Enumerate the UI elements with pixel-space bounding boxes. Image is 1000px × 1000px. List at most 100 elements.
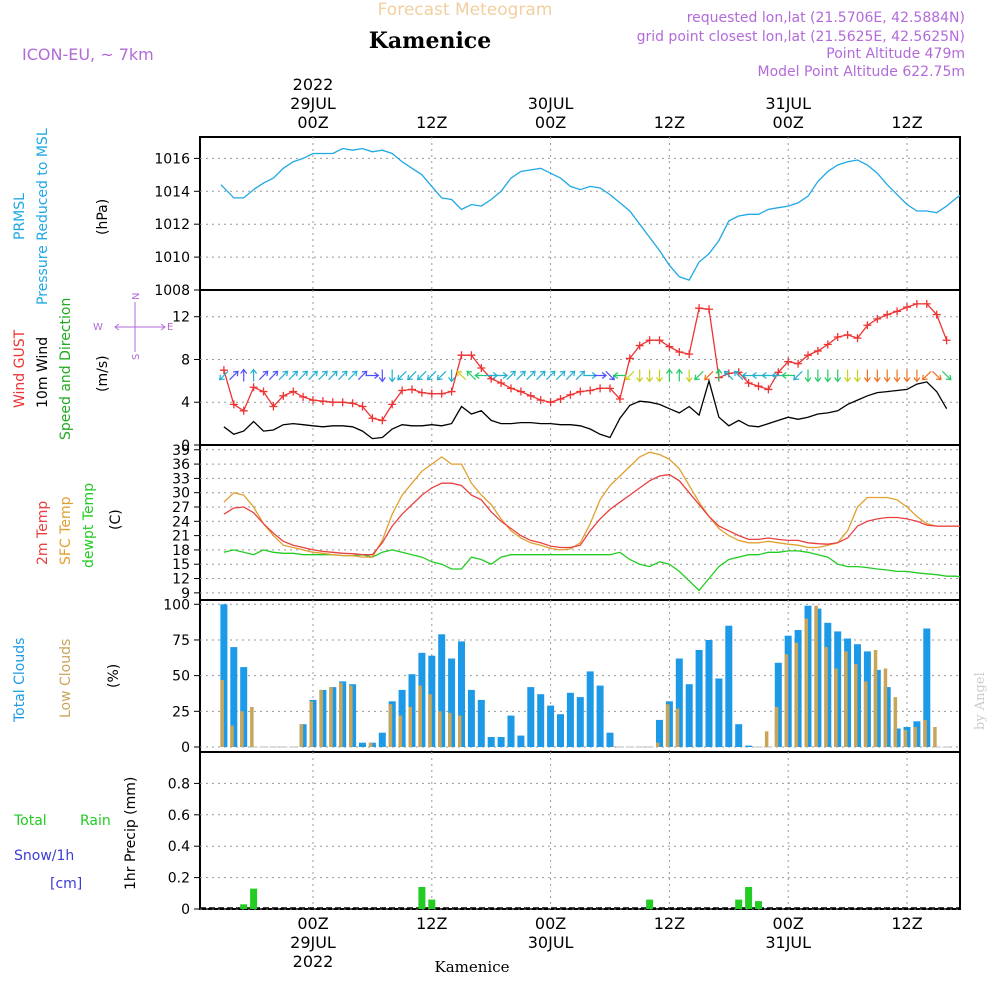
low-cloud-bar xyxy=(230,725,234,747)
gust-marker xyxy=(566,390,575,399)
rain-bar xyxy=(250,888,258,909)
bottom-time-label: 00Z xyxy=(535,914,566,933)
low-cloud-bar xyxy=(299,724,304,747)
pressure-panel-labels: PRMSL Pressure Reduced to MSL (hPa) xyxy=(12,128,111,305)
gust-marker xyxy=(467,351,476,360)
pressure-ytick-label: 1008 xyxy=(154,283,190,299)
gust-marker xyxy=(408,385,416,394)
total-cloud-bar xyxy=(576,697,584,748)
low-cloud-bar xyxy=(893,697,898,748)
low-cloud-bar xyxy=(923,719,927,747)
tsfc-label: SFC Temp xyxy=(58,496,74,565)
gust-marker xyxy=(318,397,327,406)
gust-marker xyxy=(675,348,684,356)
requested-coords: requested lon,lat (21.5706E, 42.5884N) xyxy=(687,10,965,26)
low-cloud-bar xyxy=(428,694,432,747)
wind-direction-arrow xyxy=(565,370,576,381)
pressure-series xyxy=(220,147,960,281)
gust-marker xyxy=(606,384,614,393)
wind-direction-arrow xyxy=(229,370,239,381)
wind-direction-arrow xyxy=(804,369,812,383)
total-rain-label: Total xyxy=(13,813,47,829)
gust-marker xyxy=(219,366,228,375)
bottom-time-label: 00Z xyxy=(773,914,804,933)
compass-w: W xyxy=(93,322,103,333)
gust-marker xyxy=(794,359,803,368)
temp-ytick-label: 18 xyxy=(172,543,190,559)
pressure-unit: (hPa) xyxy=(95,199,111,235)
gust-marker xyxy=(576,387,585,396)
low-cloud-bar xyxy=(764,731,769,747)
wind-direction-arrow xyxy=(436,370,447,381)
wind-direction-arrow xyxy=(883,369,891,383)
wind-direction-arrow xyxy=(506,370,516,381)
wind-direction-arrow xyxy=(298,370,309,381)
gust-marker xyxy=(813,346,822,355)
rain-bar xyxy=(428,899,436,909)
temp-ytick-label: 21 xyxy=(172,529,190,545)
precip-panel-labels: Total Rain Snow/1h [cm] 1hr Precip (mm) xyxy=(13,777,139,892)
clouds-ytick-label: 50 xyxy=(172,669,190,685)
wind-direction-arrow xyxy=(397,370,407,381)
prmsl-label: PRMSL xyxy=(12,193,28,240)
temp-ytick-label: 36 xyxy=(172,457,190,473)
rain-label: Rain xyxy=(80,813,111,829)
top-time-label: 00Z xyxy=(535,113,566,132)
low-cloud-bar xyxy=(418,685,422,747)
clouds-ytick-label: 75 xyxy=(172,633,190,649)
wind-label: 10m Wind xyxy=(35,337,51,408)
temp-ytick-label: 15 xyxy=(172,557,190,573)
precip-ytick-label: 0 xyxy=(181,902,190,918)
total-cloud-bar xyxy=(547,705,555,747)
low-cloud-bar xyxy=(883,668,888,747)
wind-series xyxy=(218,299,952,440)
total-cloud-bar xyxy=(695,650,703,748)
wind-direction-arrow xyxy=(308,370,318,381)
gust-marker xyxy=(655,336,664,345)
model-label: ICON-EU, ~ 7km xyxy=(22,45,154,64)
wind-direction-arrow xyxy=(258,370,269,381)
total-cloud-bar xyxy=(240,667,248,747)
gust-marker xyxy=(615,395,624,404)
wind-ytick-label: 12 xyxy=(172,310,190,326)
temp-frame xyxy=(199,444,961,601)
top-time-label: 12Z xyxy=(416,113,447,132)
total-cloud-bar xyxy=(557,714,564,747)
total-cloud-bar xyxy=(497,737,505,747)
top-time-label: 31JUL xyxy=(765,94,811,113)
wind-direction-arrow xyxy=(456,370,467,381)
wind-direction-arrow xyxy=(555,370,566,381)
wind-direction-arrow xyxy=(612,372,626,379)
gust-marker xyxy=(744,379,753,387)
wind-direction-arrow xyxy=(893,369,901,383)
compass-n: N xyxy=(131,293,142,300)
bottom-time-label: 29JUL xyxy=(290,933,336,952)
compass-arrows-icon xyxy=(114,302,166,352)
total-cloud-bar xyxy=(438,634,446,748)
low-cloud-bar xyxy=(824,647,828,747)
wind-direction-arrow xyxy=(545,370,556,381)
compass-s: S xyxy=(131,354,142,360)
wind-unit: (m/s) xyxy=(95,355,111,392)
total-cloud-bar xyxy=(725,625,733,747)
wind-direction-arrow xyxy=(656,369,663,383)
bottom-time-label: 2022 xyxy=(293,952,334,971)
gridpoint-coords: grid point closest lon,lat (21.5625E, 42… xyxy=(637,29,965,45)
bottom-time-label: 12Z xyxy=(416,914,447,933)
wind-direction-arrow xyxy=(416,370,427,381)
gust-marker xyxy=(447,387,456,396)
gust-marker xyxy=(932,310,941,319)
snow-unit-label: [cm] xyxy=(50,876,82,892)
total-cloud-bar xyxy=(220,604,228,747)
wind-direction-arrow xyxy=(733,370,744,381)
low-clouds-label: Low Clouds xyxy=(58,639,74,718)
wind-direction-arrow xyxy=(932,370,942,381)
dewpt-label: dewpt Temp xyxy=(81,483,97,568)
gust-marker xyxy=(289,387,298,396)
wind-direction-arrow xyxy=(624,370,635,381)
temp-ytick-label: 24 xyxy=(172,514,190,530)
pressure-frame xyxy=(199,136,961,291)
gust-marker xyxy=(437,389,446,398)
